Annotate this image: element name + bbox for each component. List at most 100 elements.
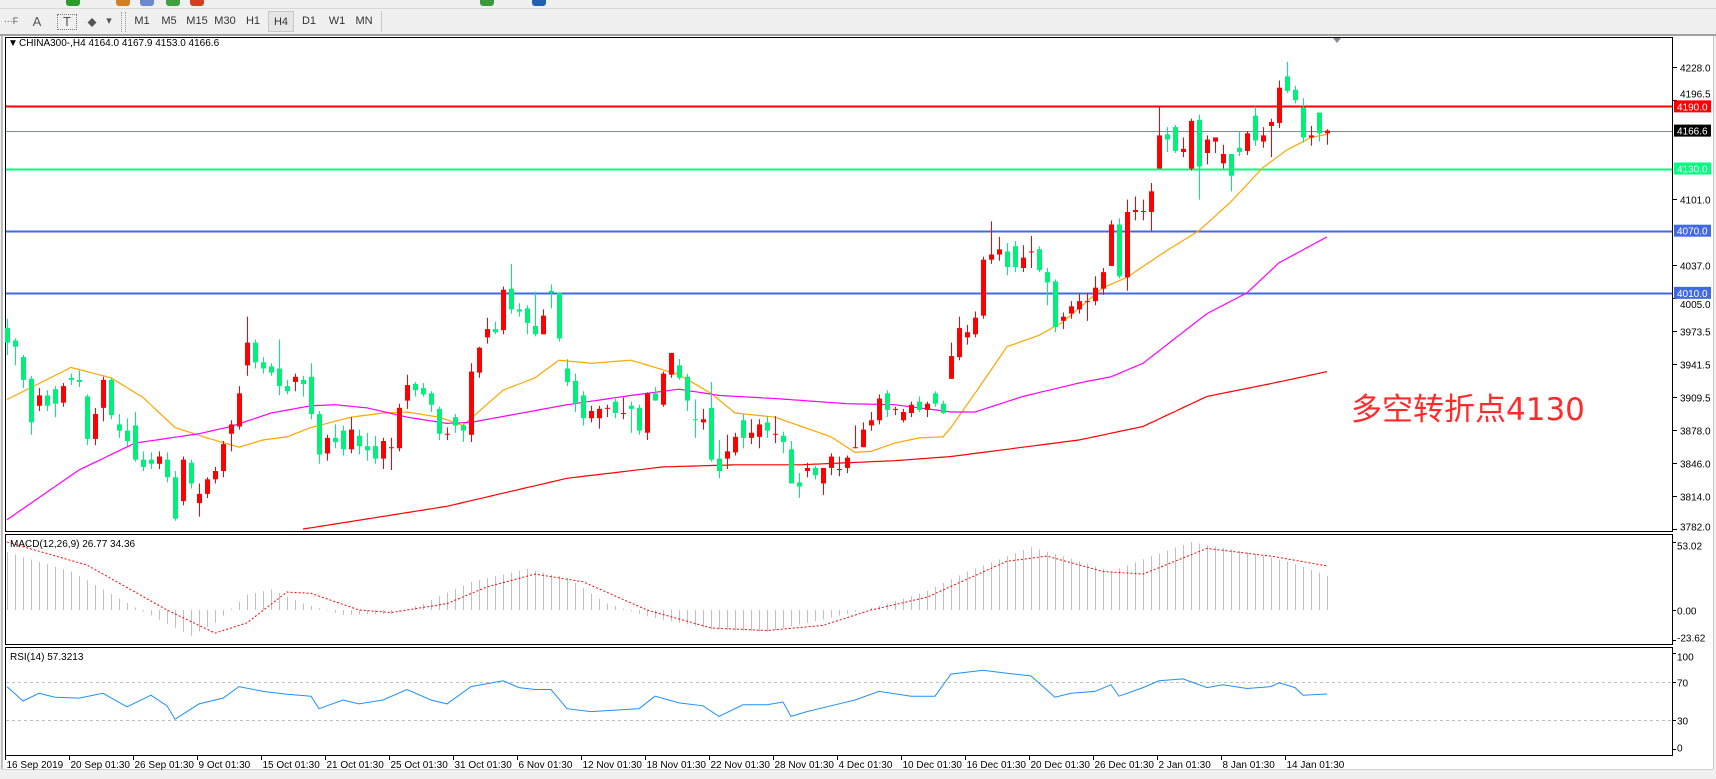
candle[interactable] [429, 391, 434, 412]
timeframe-m5-button[interactable]: M5 [161, 15, 177, 27]
candle[interactable] [925, 401, 930, 418]
chart-shift-marker-icon[interactable] [1333, 38, 1341, 43]
candle[interactable] [421, 382, 426, 397]
moving-average-line[interactable] [6, 236, 1328, 521]
candle[interactable] [893, 406, 898, 416]
candle[interactable] [1269, 118, 1274, 158]
candle[interactable] [1069, 301, 1074, 319]
candle[interactable] [653, 387, 658, 401]
candle[interactable] [805, 462, 810, 478]
candle[interactable] [237, 386, 242, 430]
candle[interactable] [1117, 218, 1122, 279]
candle[interactable] [349, 417, 354, 454]
candle[interactable] [61, 382, 66, 407]
candle[interactable] [1037, 246, 1042, 273]
candle[interactable] [77, 370, 82, 388]
candle[interactable] [1229, 154, 1234, 192]
candle[interactable] [189, 459, 194, 489]
candle[interactable] [165, 452, 170, 483]
candle[interactable] [717, 439, 722, 479]
collapse-triangle-icon[interactable]: ▼ [8, 38, 18, 49]
candle[interactable] [325, 434, 330, 461]
candle[interactable] [941, 400, 946, 415]
candle[interactable] [733, 432, 738, 456]
moving-average-line[interactable] [6, 133, 1328, 454]
fibonacci-fan-icon[interactable]: ⋯F [3, 16, 19, 26]
candle[interactable] [85, 394, 90, 446]
candle[interactable] [453, 414, 458, 433]
timeframe-m15-button[interactable]: M15 [186, 15, 208, 27]
candle[interactable] [933, 391, 938, 407]
candle[interactable] [469, 363, 474, 443]
chevron-down-icon[interactable]: ▾ [106, 15, 112, 27]
candle[interactable] [1157, 107, 1162, 169]
toolbar-grip[interactable] [121, 12, 126, 32]
candle[interactable] [1173, 125, 1178, 153]
candle[interactable] [1253, 106, 1258, 146]
moving-average-line[interactable] [302, 371, 1328, 530]
candle[interactable] [741, 414, 746, 449]
candle[interactable] [1213, 137, 1218, 153]
candle[interactable] [221, 440, 226, 478]
candle[interactable] [581, 391, 586, 426]
candle[interactable] [93, 407, 98, 446]
macd-pane[interactable] [5, 534, 1673, 645]
candle[interactable] [557, 292, 562, 342]
candle[interactable] [661, 371, 666, 407]
candle[interactable] [365, 432, 370, 461]
candle[interactable] [1165, 127, 1170, 152]
candle[interactable] [125, 418, 130, 447]
candle[interactable] [445, 427, 450, 440]
candle[interactable] [957, 316, 962, 361]
candle[interactable] [981, 256, 986, 319]
candle[interactable] [101, 376, 106, 422]
candle[interactable] [813, 465, 818, 480]
candle[interactable] [613, 398, 618, 419]
text-box-icon[interactable]: T [57, 14, 77, 30]
candle[interactable] [725, 434, 730, 469]
candle[interactable] [749, 419, 754, 445]
toolbar-icon-partial[interactable] [190, 0, 204, 6]
toolbar-icon-partial[interactable] [532, 0, 546, 6]
candle[interactable] [869, 411, 874, 431]
candle[interactable] [1325, 129, 1330, 145]
candle[interactable] [669, 352, 674, 378]
candle[interactable] [677, 359, 682, 380]
timeframe-d1-button[interactable]: D1 [301, 15, 317, 27]
toolbar-icon-partial[interactable] [480, 0, 494, 6]
annotation-text[interactable]: 多空转折点4130 [1351, 392, 1585, 428]
candle[interactable] [1285, 61, 1290, 93]
candle[interactable] [965, 324, 970, 345]
candle[interactable] [29, 375, 34, 435]
candle[interactable] [1101, 267, 1106, 295]
candle[interactable] [405, 374, 410, 409]
candle[interactable] [501, 286, 506, 335]
candle[interactable] [1293, 85, 1298, 104]
candle[interactable] [485, 317, 490, 344]
candle[interactable] [997, 236, 1002, 261]
candle[interactable] [1077, 293, 1082, 314]
candle[interactable] [909, 401, 914, 418]
timeframe-m30-button[interactable]: M30 [214, 15, 236, 27]
candle[interactable] [1277, 80, 1282, 129]
candle[interactable] [133, 411, 138, 462]
candle[interactable] [645, 392, 650, 440]
candle[interactable] [1045, 267, 1050, 306]
candle[interactable] [1093, 276, 1098, 306]
candle[interactable] [781, 431, 786, 454]
candle[interactable] [1237, 131, 1242, 157]
candle[interactable] [37, 388, 42, 411]
candle[interactable] [1149, 183, 1154, 231]
candle[interactable] [45, 390, 50, 411]
candle[interactable] [1109, 220, 1114, 266]
candle[interactable] [1029, 235, 1034, 268]
candle[interactable] [853, 425, 858, 449]
candle[interactable] [885, 390, 890, 418]
candle[interactable] [277, 339, 282, 396]
candle[interactable] [1133, 196, 1138, 221]
candle[interactable] [589, 405, 594, 423]
candle[interactable] [517, 303, 522, 317]
candle[interactable] [829, 453, 834, 476]
main-price-pane[interactable] [5, 37, 1673, 532]
candle[interactable] [1125, 199, 1130, 291]
